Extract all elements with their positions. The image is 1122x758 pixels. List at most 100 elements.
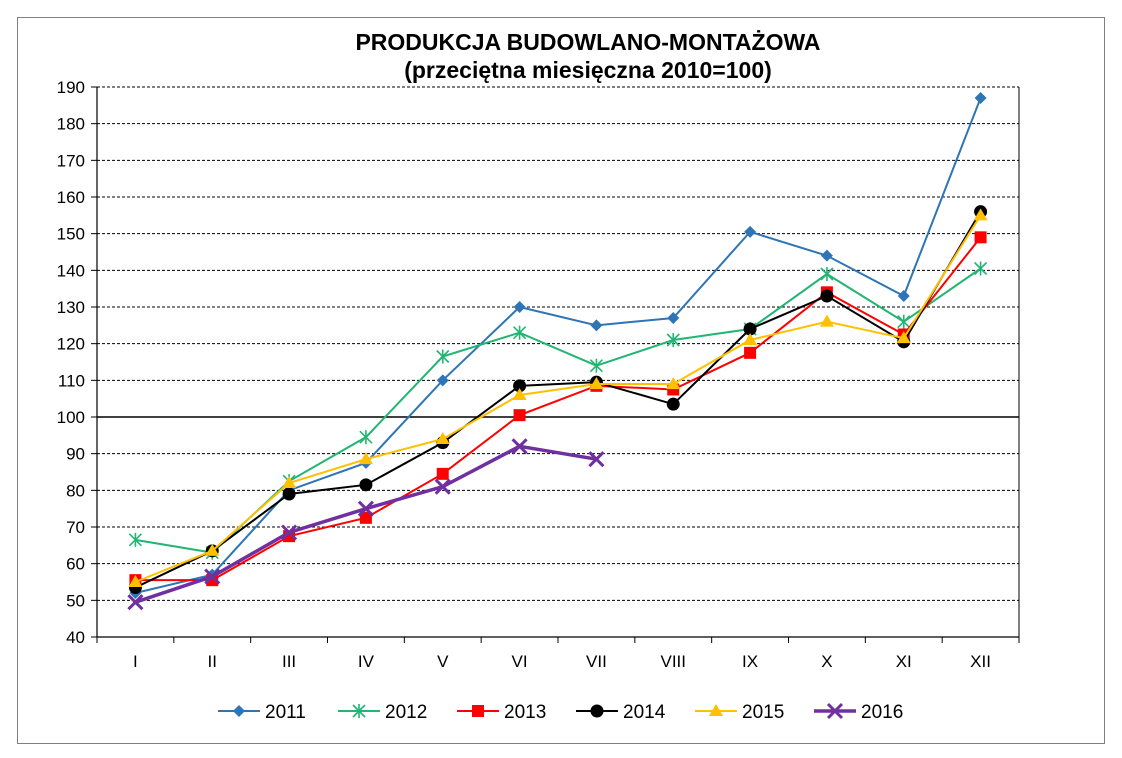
data-point-2015 [205,543,220,556]
data-point-2011 [897,290,910,302]
series-line-2011 [135,97,982,594]
data-point-2012 [897,314,911,329]
x-tick-label: III [282,652,296,671]
x-tick-label: VII [586,652,607,671]
legend-item-2011: 2011 [218,702,306,723]
data-point-2016 [357,500,374,517]
y-tick-label: 170 [57,151,85,170]
data-point-2015 [973,208,988,221]
legend-item-2013: 2013 [457,702,546,723]
series-2016 [127,438,605,611]
y-tick-label: 150 [57,225,85,244]
legend-marker [709,704,723,716]
data-point-2016 [434,478,451,495]
legend-label: 2015 [742,702,784,723]
data-point-2014 [666,397,680,411]
y-tick-label: 140 [57,261,85,280]
data-point-2011 [590,319,603,332]
data-point-2014 [359,478,373,492]
data-point-2012 [820,267,834,281]
legend-label: 2014 [623,702,666,723]
legend-item-2012: 2012 [338,702,427,723]
data-point-2014 [820,289,834,303]
data-point-2012 [974,261,988,276]
data-point-2013 [513,409,526,422]
x-tick-label: VI [512,652,528,671]
x-tick-label: V [437,652,449,671]
x-tick-label: I [133,652,138,671]
data-point-2013 [974,231,987,244]
y-tick-label: 100 [57,408,85,427]
data-point-2015 [666,377,681,389]
legend-item-2014: 2014 [576,702,666,723]
legend-marker [826,702,844,720]
x-tick-label: II [208,652,217,671]
data-point-2016 [511,438,528,455]
legend-item-2016: 2016 [814,702,903,723]
data-point-2014 [513,379,527,393]
y-tick-label: 160 [57,188,85,207]
data-point-2015 [358,452,373,465]
data-point-2011 [820,249,833,262]
y-tick-label: 50 [66,591,85,610]
data-point-2011 [513,301,526,313]
data-point-2015 [896,331,911,344]
data-point-2012 [359,430,373,445]
x-tick-label: IV [358,652,375,671]
chart-title: PRODUKCJA BUDOWLANO-MONTAŻOWA [355,29,820,55]
legend-marker [472,705,484,717]
data-point-2015 [282,476,297,488]
chart-subtitle: (przeciętna miesięczna 2010=100) [404,57,772,83]
series-2015 [128,208,988,587]
series-line-2014 [134,211,982,589]
x-tick-label: X [821,652,832,671]
data-point-2012 [128,532,142,547]
data-point-2012 [436,349,450,364]
data-point-2012 [589,358,603,373]
data-point-2016 [588,451,605,468]
data-point-2013 [744,346,757,359]
legend-label: 2013 [504,702,546,723]
y-tick-label: 120 [57,335,85,354]
x-tick-label: XII [970,652,991,671]
x-tick-label: IX [742,652,758,671]
data-point-2011 [436,374,449,387]
data-point-2016 [127,594,144,611]
y-tick-label: 60 [66,555,85,574]
data-point-2013 [359,511,372,524]
y-tick-label: 190 [57,78,85,97]
data-point-2015 [512,388,527,400]
legend-marker [352,704,366,718]
data-point-2015 [819,314,834,327]
data-point-2013 [436,467,449,480]
x-tick-label: XI [896,652,912,671]
y-tick-label: 90 [66,445,85,464]
y-tick-label: 130 [57,298,85,317]
data-point-2015 [743,333,758,345]
series-2013 [129,231,987,587]
data-point-2012 [513,325,527,340]
legend-item-2015: 2015 [695,702,784,723]
legend-marker [590,704,604,718]
data-point-2015 [435,432,450,444]
y-tick-label: 80 [66,481,85,500]
series-line-2016 [134,444,597,604]
data-point-2014 [743,322,757,336]
data-point-2011 [974,92,987,104]
series-line-2013 [135,236,982,582]
y-tick-label: 40 [66,628,85,647]
series-2011 [129,92,987,599]
data-point-2016 [204,568,221,585]
legend-label: 2012 [385,702,427,723]
series-line-2015 [135,214,982,583]
y-tick-label: 110 [58,371,85,390]
data-point-2016 [281,524,298,541]
y-tick-label: 70 [66,518,85,537]
data-point-2015 [589,377,604,389]
series-2012 [128,261,988,560]
data-point-2011 [744,225,757,238]
legend-marker [233,705,245,717]
data-point-2015 [128,575,143,587]
x-tick-label: VIII [660,652,686,671]
